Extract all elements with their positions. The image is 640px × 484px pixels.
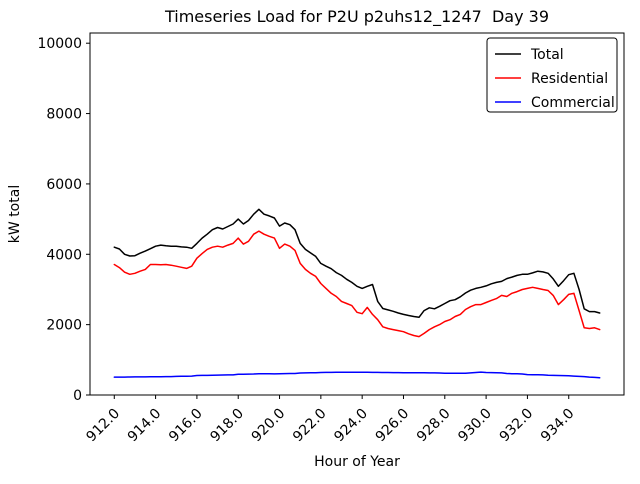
x-tick-label: 930.0: [455, 406, 495, 446]
series-line-commercial: [113, 371, 601, 379]
x-tick-label: 918.0: [207, 406, 247, 446]
y-tick-label: 8000: [46, 107, 82, 123]
y-tick-label: 6000: [46, 177, 82, 193]
legend-label-residential: Residential: [531, 71, 608, 87]
legend: Total Residential Commercial: [486, 37, 618, 113]
x-tick-label: 926.0: [373, 406, 413, 446]
x-tick-label: 916.0: [166, 406, 206, 446]
x-tick-label: 924.0: [331, 406, 371, 446]
x-tick-label: 922.0: [290, 406, 330, 446]
legend-label-total: Total: [530, 47, 564, 63]
y-tick-label: 10000: [37, 36, 82, 52]
y-axis-label: kW total: [7, 185, 23, 243]
y-tick-label: 2000: [46, 318, 82, 334]
y-tick-label: 0: [73, 388, 82, 404]
x-axis-label: Hour of Year: [314, 454, 400, 470]
x-tick-label: 934.0: [538, 406, 578, 446]
y-tick-label: 4000: [46, 247, 82, 263]
chart-title: Timeseries Load for P2U p2uhs12_1247 Day…: [164, 7, 549, 27]
legend-label-commercial: Commercial: [531, 95, 615, 111]
legend-box: [486, 37, 618, 113]
x-tick-label: 932.0: [497, 406, 537, 446]
series-line-total: [113, 208, 601, 319]
x-tick-label: 912.0: [83, 406, 123, 446]
x-tick-label: 914.0: [125, 406, 165, 446]
x-tick-label: 920.0: [249, 406, 289, 446]
x-tick-label: 928.0: [414, 406, 454, 446]
series-line-residential: [113, 230, 601, 338]
axes-frame: [89, 32, 625, 396]
